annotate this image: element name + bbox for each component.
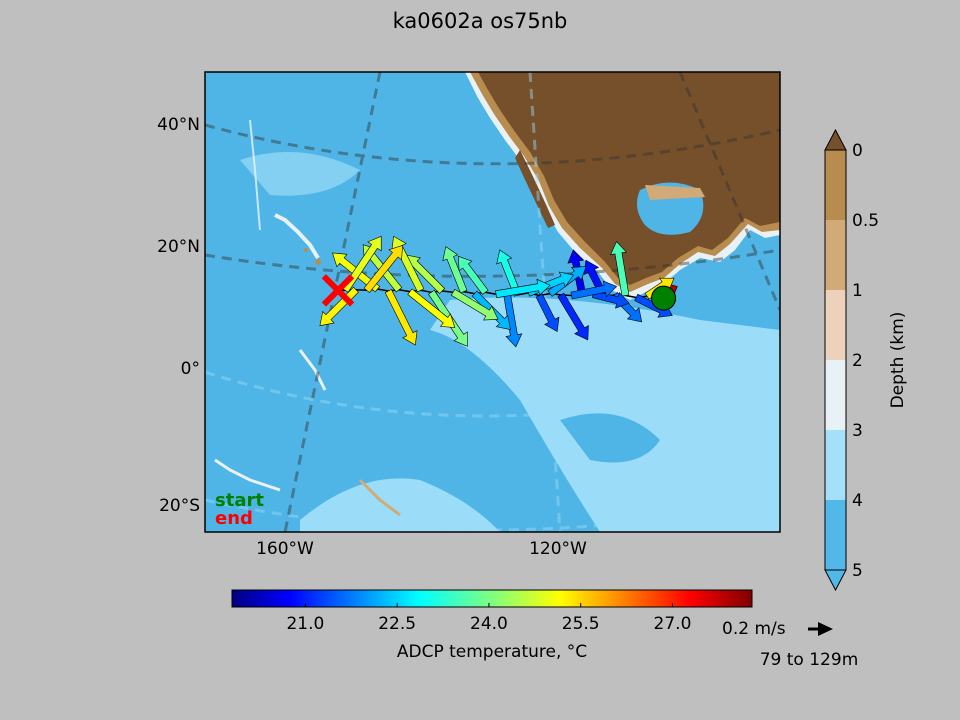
temperature-colorbar: 21.0 22.5 24.0 25.5 27.0 ADCP temperature, °… xyxy=(231,589,753,662)
reference-vector-arrow xyxy=(808,622,833,636)
temperature-tick-label: 22.5 xyxy=(378,614,416,634)
depth-range-label: 79 to 129m xyxy=(760,650,859,670)
temperature-tick-label: 24.0 xyxy=(470,614,508,634)
temperature-tick-label: 21.0 xyxy=(286,614,324,634)
temperature-ticks: 21.0 22.5 24.0 25.5 27.0 xyxy=(286,603,691,634)
depth-tick-label: 2 xyxy=(852,351,863,371)
y-tick-label: 0° xyxy=(181,359,200,379)
end-marker xyxy=(321,274,355,307)
depth-tick-label: 1 xyxy=(852,281,863,301)
current-vector-arrow xyxy=(407,288,456,328)
temperature-tick-label: 25.5 xyxy=(562,614,600,634)
current-vector-arrow xyxy=(535,293,560,332)
current-vector-arrow xyxy=(363,244,404,293)
current-vector-arrow xyxy=(319,286,359,327)
current-vector-arrow xyxy=(557,292,589,341)
reference-vector-label: 0.2 m/s xyxy=(722,619,786,639)
y-tick-label: 40°N xyxy=(157,115,200,135)
depth-tick-label: 5 xyxy=(852,561,863,581)
current-vector-arrow xyxy=(495,278,551,299)
current-vector-arrow xyxy=(570,280,618,300)
map-background xyxy=(205,72,780,532)
current-vector-arrow xyxy=(450,288,499,321)
depth-tick-label: 0 xyxy=(852,141,863,161)
legend-start: start xyxy=(215,490,264,511)
map: 160°W 120°W 40°N 20°N 0° 20°S start end xyxy=(157,71,781,559)
temperature-tick-label: 27.0 xyxy=(654,614,692,634)
current-vector-arrow xyxy=(457,255,489,295)
x-tick-label: 120°W xyxy=(529,539,587,559)
chart-title: ka0602a os75nb xyxy=(393,9,568,33)
y-tick-label: 20°N xyxy=(157,237,200,257)
start-marker xyxy=(651,285,677,311)
depth-colorbar: 0 0.5 1 2 3 4 5 Depth (km) xyxy=(824,128,908,592)
depth-tick-label: 0.5 xyxy=(852,211,879,231)
temperature-colorbar-label: ADCP temperature, °C xyxy=(397,642,587,662)
current-vector-arrow xyxy=(442,246,468,294)
current-vector-arrow xyxy=(503,292,523,348)
depth-tick-label: 3 xyxy=(852,421,863,441)
x-tick-label: 160°W xyxy=(256,539,314,559)
y-tick-label: 20°S xyxy=(159,496,200,516)
current-vector-arrow xyxy=(610,240,630,297)
adcp-vector-layer xyxy=(319,235,678,348)
current-vector-arrow xyxy=(384,288,418,346)
depth-tick-label: 4 xyxy=(852,491,863,511)
depth-colorbar-label: Depth (km) xyxy=(888,312,908,409)
legend-end: end xyxy=(215,508,253,529)
